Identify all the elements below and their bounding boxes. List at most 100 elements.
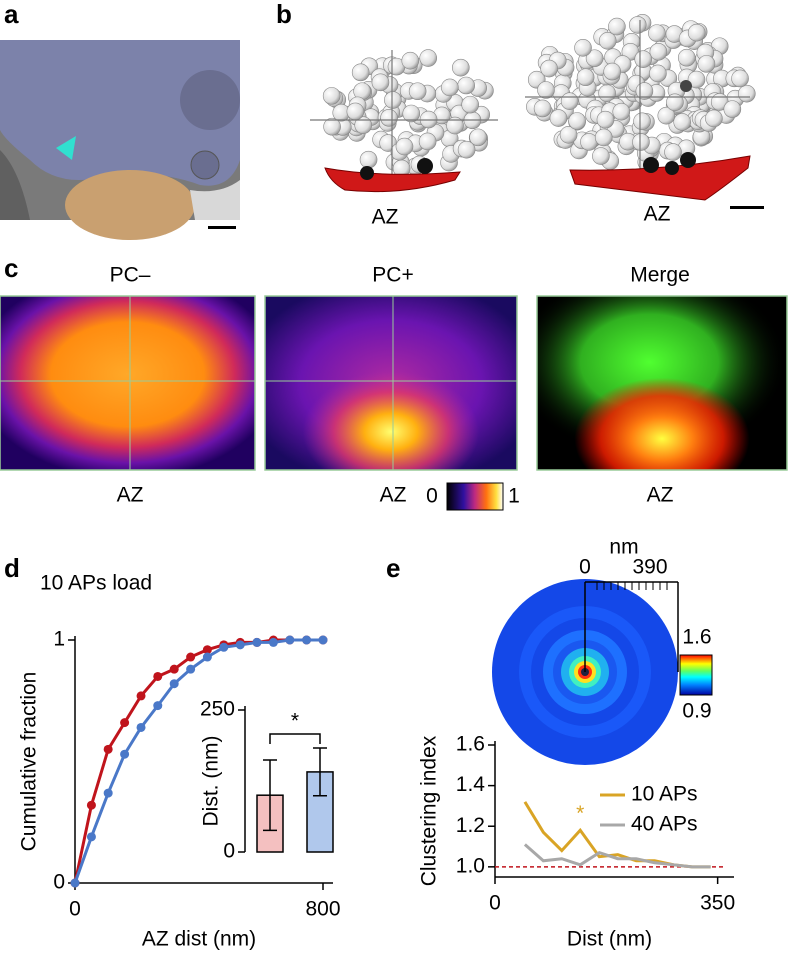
x-axis-label: Dist (nm) <box>567 928 652 951</box>
colorbar: 0 1 <box>426 482 520 511</box>
y-tick-label: 1.4 <box>456 773 486 796</box>
heatmap: Merge AZ <box>536 264 788 507</box>
scale-label: 390 <box>632 556 667 579</box>
colorbar-label: 1.6 <box>682 626 711 649</box>
panel-label: a <box>4 0 19 29</box>
vesicle <box>540 59 558 78</box>
az-label: AZ <box>644 203 671 226</box>
vesicle <box>585 49 604 68</box>
chart-title: 10 APs load <box>40 572 152 595</box>
vesicle <box>451 58 470 77</box>
y-tick-label: 1.0 <box>456 854 485 877</box>
colorbar-label: 1 <box>508 485 520 508</box>
legend-label: 40 APs <box>631 813 698 836</box>
vesicle-cloud <box>526 13 756 171</box>
scale-label: 0 <box>579 556 591 579</box>
vesicle <box>594 128 613 147</box>
vesicle <box>469 128 487 147</box>
y-tick-label: 1.2 <box>456 814 485 837</box>
vesicle <box>596 110 615 129</box>
vesicle <box>380 109 398 127</box>
annotation: * <box>291 710 299 733</box>
marker <box>153 701 163 711</box>
vesicle <box>346 102 365 121</box>
unit-label: nm <box>609 536 638 559</box>
marker <box>86 800 96 810</box>
panel-label: c <box>4 253 18 283</box>
y-tick-label: 250 <box>200 698 235 721</box>
panel-label: b <box>276 0 292 29</box>
y-axis-label: Cumulative fraction <box>18 672 41 852</box>
y-axis-label: Dist. (nm) <box>200 736 223 827</box>
x-tick-label: 350 <box>700 892 735 915</box>
vesicle <box>657 106 676 125</box>
vesicle <box>384 91 402 109</box>
vesicle <box>677 48 696 67</box>
vesicle <box>559 126 578 144</box>
vesicle <box>533 99 552 118</box>
marker <box>136 691 146 701</box>
vesicle <box>457 76 475 95</box>
marker <box>103 744 113 754</box>
marker <box>219 642 229 652</box>
heatmap: PC– AZ <box>0 264 256 507</box>
heatmap-title: Merge <box>630 264 690 287</box>
vesicle <box>549 109 568 127</box>
marker <box>235 640 245 650</box>
y-tick-label: 0 <box>223 840 235 863</box>
vesicle <box>666 93 684 112</box>
vesicle <box>649 64 667 83</box>
marker <box>268 637 278 647</box>
vesicle <box>603 62 622 81</box>
y-tick-label: 0 <box>53 871 65 894</box>
panel-label: d <box>4 553 20 583</box>
marker <box>318 635 328 645</box>
vesicle <box>418 132 437 151</box>
marker <box>202 652 212 662</box>
y-tick-label: 1 <box>53 628 65 651</box>
vesicle <box>354 116 373 135</box>
vesicle <box>580 133 598 151</box>
marker <box>202 645 212 655</box>
y-tick-label: 1.6 <box>456 733 485 756</box>
vesicle <box>608 17 626 36</box>
vesicle <box>560 92 579 110</box>
az-label: AZ <box>117 484 144 507</box>
vesicle <box>576 68 595 87</box>
vesicle <box>664 143 682 161</box>
vesicle <box>419 49 438 67</box>
vesicle <box>723 100 742 118</box>
legend-label: 10 APs <box>631 783 698 806</box>
significance-bracket <box>269 733 321 745</box>
error-bar <box>313 747 327 797</box>
vesicle <box>632 133 650 151</box>
vesicle <box>446 116 464 135</box>
vesicle <box>612 102 631 121</box>
marker <box>186 652 196 662</box>
series-line <box>73 638 323 884</box>
vesicle <box>592 147 610 165</box>
heatmap: PC+ AZ <box>264 264 518 507</box>
marker <box>186 664 196 674</box>
vesicle <box>537 81 555 99</box>
marker <box>120 718 130 728</box>
heatmap-title: PC– <box>110 264 151 287</box>
vesicle <box>395 137 414 156</box>
vesicle <box>648 24 666 42</box>
polar-map: nm 0 390 1.6 0.9 <box>492 536 713 765</box>
vesicle <box>441 78 459 97</box>
vesicle <box>401 51 420 70</box>
marker <box>136 722 146 732</box>
az-label: AZ <box>372 206 399 229</box>
marker <box>86 832 96 842</box>
vesicle <box>633 112 651 131</box>
vesicle <box>359 150 378 169</box>
reconstruction: AZ <box>310 50 498 229</box>
vesicle-cloud <box>322 49 494 178</box>
vesicle <box>628 16 647 34</box>
marker <box>252 637 262 647</box>
vesicle <box>687 70 706 89</box>
az-label: AZ <box>647 484 674 507</box>
vesicle <box>574 39 592 57</box>
em-image <box>0 40 240 240</box>
